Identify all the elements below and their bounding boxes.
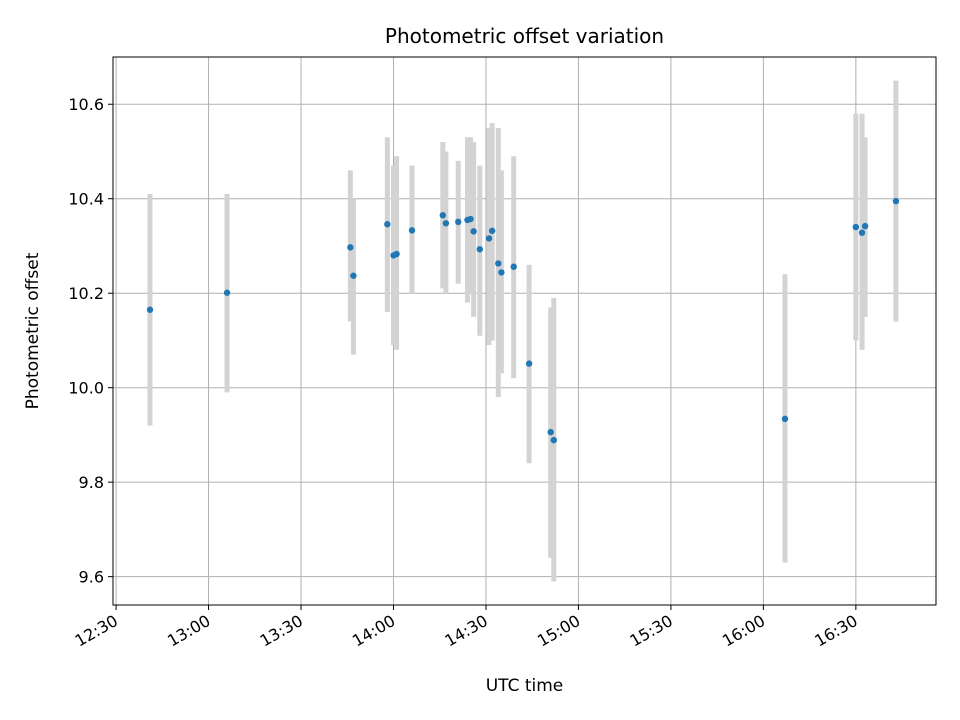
y-tick-label: 9.6 xyxy=(79,568,104,587)
y-tick-label: 10.0 xyxy=(68,379,104,398)
data-point xyxy=(470,228,477,235)
data-point xyxy=(485,235,493,242)
data-point xyxy=(146,306,154,313)
data-point xyxy=(350,272,357,279)
y-tick-label: 10.6 xyxy=(68,95,104,114)
data-point xyxy=(223,289,231,296)
data-point xyxy=(510,263,517,270)
y-tick-label: 10.4 xyxy=(68,190,104,209)
data-point xyxy=(525,360,533,367)
data-point xyxy=(476,246,484,253)
data-point xyxy=(442,220,450,227)
data-point xyxy=(781,415,789,423)
data-point xyxy=(439,212,447,219)
data-point xyxy=(550,436,557,444)
data-point xyxy=(455,218,462,226)
data-point xyxy=(547,428,554,436)
y-axis-label: Photometric offset xyxy=(23,252,43,409)
data-point xyxy=(892,197,900,205)
data-points xyxy=(146,197,900,444)
plot-area-frame xyxy=(112,56,937,606)
data-point xyxy=(861,222,869,230)
y-tick-label: 10.2 xyxy=(68,284,104,303)
data-point xyxy=(488,227,496,235)
data-point xyxy=(384,221,391,228)
y-tick-label: 9.8 xyxy=(79,473,104,492)
chart-title: Photometric offset variation xyxy=(385,24,664,48)
x-axis-label: UTC time xyxy=(486,676,564,696)
data-point xyxy=(467,215,474,223)
data-point xyxy=(347,244,354,251)
data-point xyxy=(393,250,400,258)
data-point xyxy=(852,223,860,231)
data-point xyxy=(498,269,505,276)
data-point xyxy=(495,260,502,267)
data-point xyxy=(408,227,416,234)
data-point xyxy=(858,229,866,236)
